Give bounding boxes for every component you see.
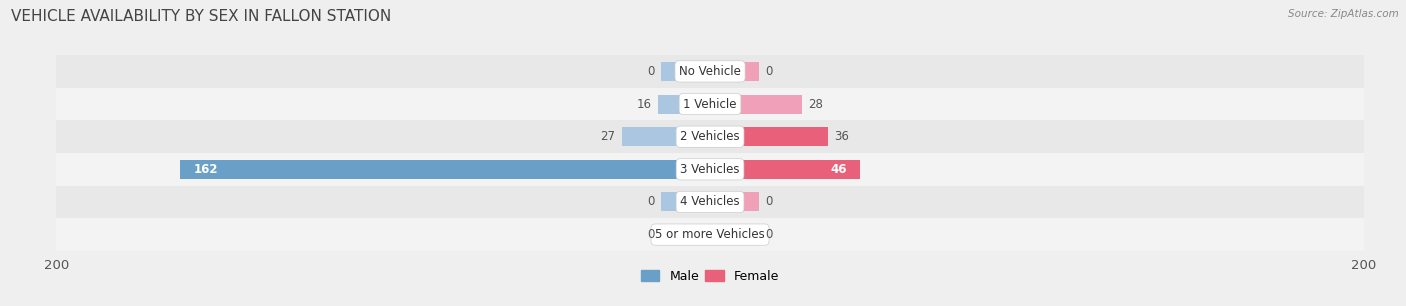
Legend: Male, Female: Male, Female — [636, 265, 785, 288]
Text: 0: 0 — [766, 228, 773, 241]
Bar — [710, 62, 759, 81]
Bar — [621, 127, 710, 146]
Text: 0: 0 — [766, 196, 773, 208]
Bar — [56, 153, 1364, 186]
Text: 2 Vehicles: 2 Vehicles — [681, 130, 740, 143]
Text: 0: 0 — [766, 65, 773, 78]
Text: 0: 0 — [647, 65, 654, 78]
Bar — [661, 225, 710, 244]
Text: 36: 36 — [834, 130, 849, 143]
Bar — [710, 192, 759, 211]
Bar — [710, 225, 759, 244]
Text: 3 Vehicles: 3 Vehicles — [681, 163, 740, 176]
Text: 28: 28 — [808, 98, 823, 110]
Text: 46: 46 — [831, 163, 848, 176]
Text: 0: 0 — [647, 228, 654, 241]
Bar — [710, 160, 860, 179]
Text: No Vehicle: No Vehicle — [679, 65, 741, 78]
Bar — [710, 127, 828, 146]
Bar — [661, 192, 710, 211]
Text: 4 Vehicles: 4 Vehicles — [681, 196, 740, 208]
Text: Source: ZipAtlas.com: Source: ZipAtlas.com — [1288, 9, 1399, 19]
Bar — [658, 95, 710, 114]
Bar — [56, 186, 1364, 218]
Text: 5 or more Vehicles: 5 or more Vehicles — [655, 228, 765, 241]
Text: 16: 16 — [636, 98, 651, 110]
Text: 162: 162 — [194, 163, 218, 176]
Text: 27: 27 — [600, 130, 616, 143]
Bar — [710, 95, 801, 114]
Bar — [56, 55, 1364, 88]
Bar — [661, 62, 710, 81]
Bar — [56, 218, 1364, 251]
Text: 1 Vehicle: 1 Vehicle — [683, 98, 737, 110]
Bar — [180, 160, 710, 179]
Bar — [56, 88, 1364, 120]
Text: 0: 0 — [647, 196, 654, 208]
Text: VEHICLE AVAILABILITY BY SEX IN FALLON STATION: VEHICLE AVAILABILITY BY SEX IN FALLON ST… — [11, 9, 391, 24]
Bar — [56, 120, 1364, 153]
